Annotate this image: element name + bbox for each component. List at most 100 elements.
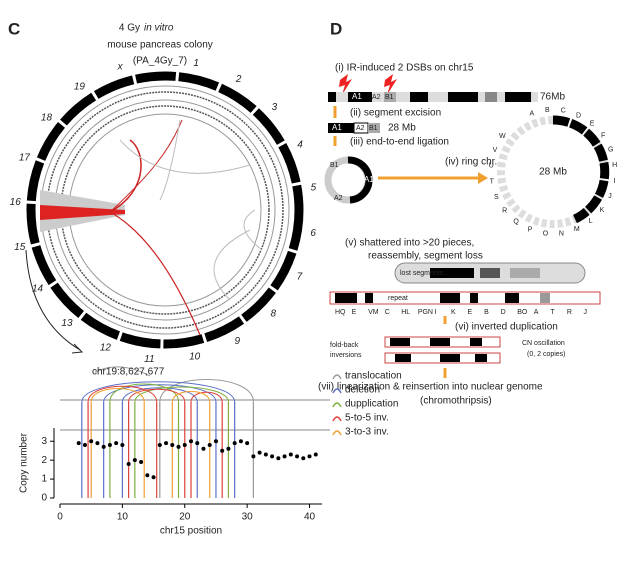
bar-letter: R [567,309,572,316]
legend-label: 5-to-5 inv. [345,413,389,424]
ring-letter: O [543,230,549,237]
point [120,443,125,448]
locus: chr19:8,627,677 [92,367,165,378]
point [176,444,181,449]
point [276,456,281,461]
size: 28 Mb [388,123,416,134]
bar-letter: PGN [418,309,433,316]
chromosome-label: 13 [61,318,73,329]
ring-letter: B [545,107,550,114]
bar-letter: B [484,309,489,316]
y-tick-label: 0 [41,493,47,504]
chromosome-label: 2 [235,74,242,85]
bar-letter: T [550,309,555,316]
segment: A1 [352,92,362,101]
point [257,450,262,455]
chromosome-label: 19 [74,81,86,92]
bar-letter: J [583,309,587,316]
x-tick-label: 20 [179,512,191,523]
point [114,441,119,446]
point [288,452,293,457]
chromosome-label: 18 [41,113,53,124]
x-tick-label: 10 [117,512,129,523]
x-tick-label: 40 [304,512,316,523]
ring-letter: W [499,133,506,140]
chromosome-label: 11 [144,354,154,365]
ring-letter: G [608,146,613,153]
point [101,444,106,449]
legend-symbol [332,416,342,422]
panel-label: D [330,19,342,38]
point [195,441,200,446]
point [232,441,237,446]
bar-letter: C [385,309,390,316]
point [251,454,256,459]
title: (PA_4Gy_7) [133,56,187,67]
y-tick-label: 2 [41,455,47,466]
legend-symbol [332,402,342,408]
ring-letter: D [576,112,581,119]
ring-letter: E [590,121,595,128]
sv-arc [103,384,217,403]
diagram: (i) IR-induced 2 DSBs on chr15 A1 A2 B1 … [318,63,617,407]
point [145,473,150,478]
point [139,460,144,465]
ring-letter: H [612,162,617,169]
chromosome-label: 3 [272,102,278,113]
bar-letter: D [501,309,506,316]
title: in vitro [144,23,174,34]
point [301,456,306,461]
legend-symbol [332,430,342,436]
chromosome-label: 12 [100,342,112,353]
ring-letter: I [613,178,615,185]
circos [25,71,304,354]
point [282,454,287,459]
point [126,461,131,466]
repeat: repeat [388,295,408,302]
chromosome-label: 1 [193,58,199,69]
point [270,454,275,459]
chromosome-label: 14 [32,284,44,295]
bar-letter: E [352,309,357,316]
bar-letter: VM [368,309,379,316]
ring-letter: A [529,111,534,118]
ring-letter: J [608,193,612,200]
sv-arc [171,391,211,403]
sv-arc [134,386,229,403]
point [82,443,87,448]
step: (vi) inverted duplication [455,322,558,333]
point [107,443,112,448]
point [95,441,100,446]
legend-label: deletion [345,385,380,396]
point [164,441,169,446]
ring-letter: V [493,147,498,154]
chromosome-label: 4 [297,139,303,150]
bar-letter: K [451,309,456,316]
point [307,454,312,459]
sv-arc [128,388,186,403]
legend-label: dupplication [345,399,398,410]
point [89,439,94,444]
ring-letter: N [559,230,564,237]
point [151,475,156,480]
sv-arc [121,387,198,403]
ring-letter: Q [513,219,519,226]
cn-osc: CN oscillation [522,340,565,347]
bar-letter: I [434,309,436,316]
x-tick-label: 0 [57,512,63,523]
ring-letter: U [489,163,494,170]
chromosome-label: 6 [310,228,316,239]
point [201,446,206,451]
step: (vii) linearization & reinsertion into n… [318,382,543,393]
segment: A2 [356,125,365,132]
chromosome-label: 15 [14,242,26,253]
arc [94,366,151,377]
bar-letter: E [468,309,473,316]
y-tick-label: 3 [41,436,47,447]
chromosome-label: 17 [19,152,31,163]
segment: B1 [369,125,378,132]
ring-letter: K [600,207,605,214]
point [263,452,268,457]
lost: lost segments [400,270,444,277]
sv-arc [190,391,223,403]
